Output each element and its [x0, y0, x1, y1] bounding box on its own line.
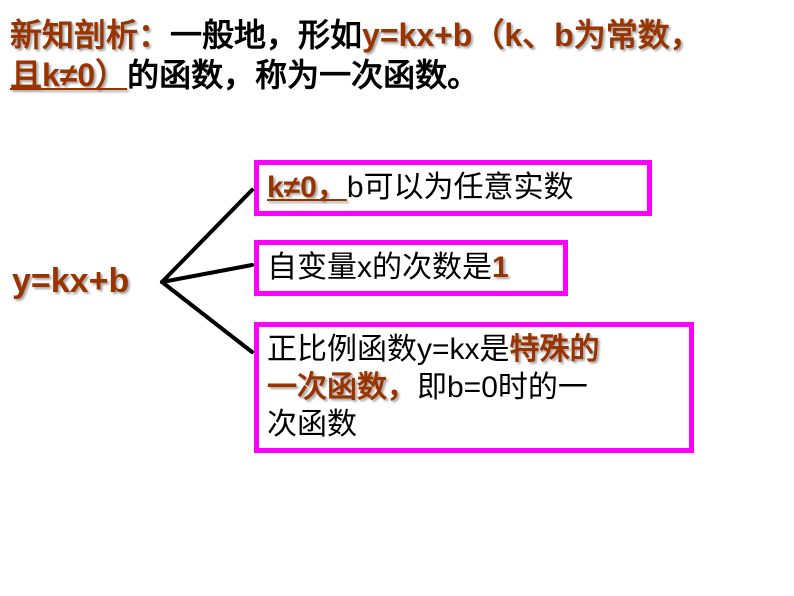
b3-p1: 正比例函数y=kx是: [267, 333, 510, 366]
property-box-1: k≠0，b可以为任意实数: [254, 160, 652, 216]
branch-line-2: [162, 265, 252, 282]
header-formula: y=kx+b（k、b为常数，: [362, 17, 702, 53]
b2-part2: 1: [492, 251, 509, 284]
slide-stage: 新知剖析：一般地，形如y=kx+b（k、b为常数， 且k≠0）的函数，称为一次函…: [0, 0, 794, 596]
root-formula: y=kx+b: [12, 262, 129, 301]
header-condition: 且k≠0）: [10, 57, 127, 93]
b1-emph: k≠0，: [267, 171, 347, 204]
b3-p3: 一次函数，: [267, 371, 417, 404]
branch-line-1: [162, 190, 252, 282]
header-line-2: 且k≠0）的函数，称为一次函数。: [10, 50, 479, 96]
b3-p4: 即b=0时的一: [417, 371, 588, 404]
b3-p5: 次函数: [267, 408, 357, 441]
b3-p2: 特殊的: [510, 333, 600, 366]
b1-rest: b可以为任意实数: [347, 171, 574, 204]
branch-line-3: [162, 282, 252, 352]
header-mid: 一般地，形如: [170, 17, 362, 53]
header-rest: 的函数，称为一次函数。: [127, 57, 479, 93]
property-box-3: 正比例函数y=kx是特殊的 一次函数，即b=0时的一 次函数: [254, 322, 694, 453]
header-prefix: 新知剖析：: [10, 17, 170, 53]
property-box-2: 自变量x的次数是1: [254, 240, 568, 296]
b2-part1: 自变量x的次数是: [267, 251, 492, 284]
